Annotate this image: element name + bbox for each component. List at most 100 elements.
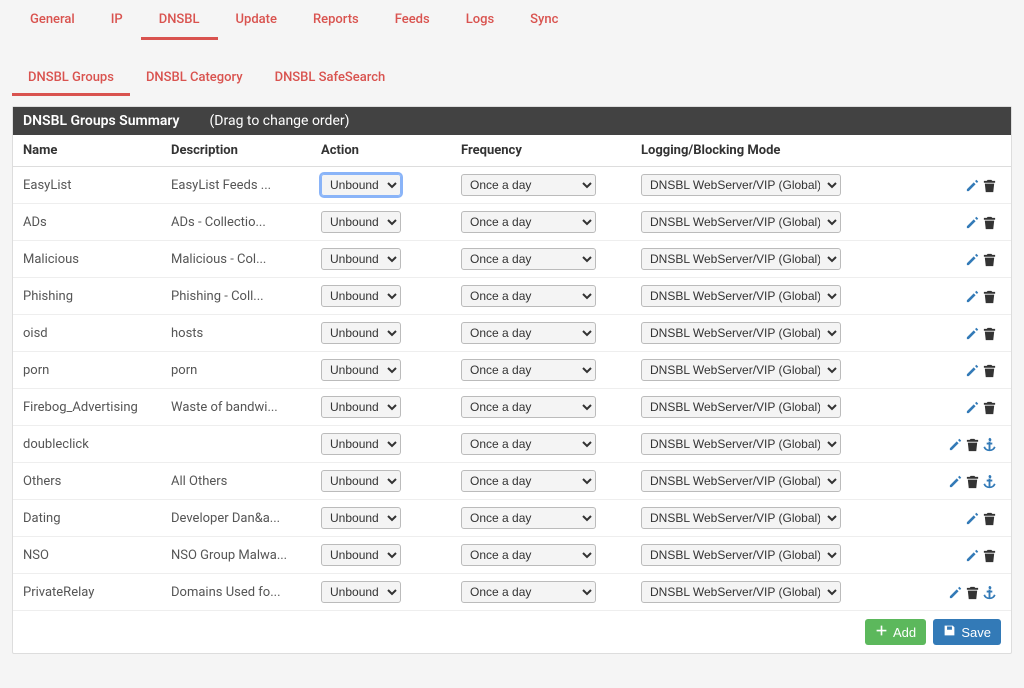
action-select[interactable]: Unbound [321, 507, 401, 529]
anchor-icon[interactable] [980, 436, 997, 451]
frequency-select[interactable]: Once a day [461, 470, 596, 492]
edit-icon[interactable] [946, 584, 963, 599]
mode-select[interactable]: DNSBL WebServer/VIP (Global) [641, 359, 841, 381]
col-description: Description [163, 135, 313, 167]
frequency-select[interactable]: Once a day [461, 581, 596, 603]
mode-select[interactable]: DNSBL WebServer/VIP (Global) [641, 285, 841, 307]
edit-icon[interactable] [963, 177, 980, 192]
table-row[interactable]: doubleclickUnboundOnce a dayDNSBL WebSer… [13, 426, 1011, 463]
panel-hint: (Drag to change order) [210, 113, 350, 129]
table-row[interactable]: OthersAll OthersUnboundOnce a dayDNSBL W… [13, 463, 1011, 500]
delete-icon[interactable] [980, 399, 997, 414]
delete-icon[interactable] [963, 584, 980, 599]
delete-icon[interactable] [963, 436, 980, 451]
sub-tab-dnsbl-category[interactable]: DNSBL Category [130, 60, 259, 96]
edit-icon[interactable] [963, 251, 980, 266]
mode-select[interactable]: DNSBL WebServer/VIP (Global) [641, 544, 841, 566]
row-description: hosts [163, 315, 313, 352]
action-select[interactable]: Unbound [321, 470, 401, 492]
table-row[interactable]: Firebog_AdvertisingWaste of bandwi...Unb… [13, 389, 1011, 426]
main-tab-dnsbl[interactable]: DNSBL [141, 0, 218, 40]
edit-icon[interactable] [963, 399, 980, 414]
table-row[interactable]: PhishingPhishing - Coll...UnboundOnce a … [13, 278, 1011, 315]
row-actions [921, 500, 1011, 537]
add-button[interactable]: Add [865, 619, 926, 645]
table-row[interactable]: pornpornUnboundOnce a dayDNSBL WebServer… [13, 352, 1011, 389]
table-row[interactable]: EasyListEasyList Feeds ...UnboundOnce a … [13, 167, 1011, 204]
edit-icon[interactable] [963, 288, 980, 303]
save-button[interactable]: Save [933, 619, 1001, 645]
edit-icon[interactable] [946, 473, 963, 488]
mode-select[interactable]: DNSBL WebServer/VIP (Global) [641, 174, 841, 196]
table-row[interactable]: ADsADs - Collectio...UnboundOnce a dayDN… [13, 204, 1011, 241]
panel-header: DNSBL Groups Summary (Drag to change ord… [13, 107, 1011, 135]
delete-icon[interactable] [980, 214, 997, 229]
delete-icon[interactable] [980, 177, 997, 192]
action-select[interactable]: Unbound [321, 359, 401, 381]
delete-icon[interactable] [980, 362, 997, 377]
table-row[interactable]: MaliciousMalicious - Col...UnboundOnce a… [13, 241, 1011, 278]
delete-icon[interactable] [980, 547, 997, 562]
edit-icon[interactable] [963, 510, 980, 525]
anchor-icon[interactable] [980, 473, 997, 488]
action-select[interactable]: Unbound [321, 396, 401, 418]
mode-select[interactable]: DNSBL WebServer/VIP (Global) [641, 470, 841, 492]
mode-select[interactable]: DNSBL WebServer/VIP (Global) [641, 396, 841, 418]
frequency-select[interactable]: Once a day [461, 396, 596, 418]
main-tab-general[interactable]: General [12, 0, 93, 40]
frequency-select[interactable]: Once a day [461, 211, 596, 233]
action-select[interactable]: Unbound [321, 581, 401, 603]
action-select[interactable]: Unbound [321, 248, 401, 270]
edit-icon[interactable] [963, 362, 980, 377]
action-select[interactable]: Unbound [321, 174, 401, 196]
main-tab-reports[interactable]: Reports [295, 0, 377, 40]
row-actions [921, 352, 1011, 389]
mode-select[interactable]: DNSBL WebServer/VIP (Global) [641, 322, 841, 344]
mode-select[interactable]: DNSBL WebServer/VIP (Global) [641, 211, 841, 233]
frequency-select[interactable]: Once a day [461, 285, 596, 307]
table-row[interactable]: PrivateRelayDomains Used fo...UnboundOnc… [13, 574, 1011, 611]
sub-tab-dnsbl-safesearch[interactable]: DNSBL SafeSearch [259, 60, 402, 96]
frequency-select[interactable]: Once a day [461, 248, 596, 270]
anchor-icon[interactable] [980, 584, 997, 599]
delete-icon[interactable] [980, 288, 997, 303]
mode-select[interactable]: DNSBL WebServer/VIP (Global) [641, 581, 841, 603]
main-tab-update[interactable]: Update [218, 0, 295, 40]
main-tab-feeds[interactable]: Feeds [377, 0, 448, 40]
delete-icon[interactable] [980, 510, 997, 525]
table-row[interactable]: DatingDeveloper Dan&a...UnboundOnce a da… [13, 500, 1011, 537]
action-select[interactable]: Unbound [321, 544, 401, 566]
edit-icon[interactable] [946, 436, 963, 451]
row-actions [921, 537, 1011, 574]
col-name: Name [13, 135, 163, 167]
main-tab-logs[interactable]: Logs [448, 0, 512, 40]
delete-icon[interactable] [963, 473, 980, 488]
mode-select[interactable]: DNSBL WebServer/VIP (Global) [641, 507, 841, 529]
table-row[interactable]: oisdhosts Unbound Once a day DNSBL WebServe… [13, 315, 1011, 352]
frequency-select[interactable]: Once a day [461, 507, 596, 529]
mode-select[interactable]: DNSBL WebServer/VIP (Global) [641, 248, 841, 270]
action-select[interactable]: Unbound [321, 211, 401, 233]
edit-icon[interactable] [963, 214, 980, 229]
sub-tab-dnsbl-groups[interactable]: DNSBL Groups [12, 60, 130, 96]
main-tab-sync[interactable]: Sync [512, 0, 576, 40]
edit-icon[interactable] [963, 325, 980, 340]
delete-icon[interactable] [980, 325, 997, 340]
frequency-select[interactable]: Once a day [461, 174, 596, 196]
delete-icon[interactable] [980, 251, 997, 266]
col-actions [921, 135, 1011, 167]
frequency-select[interactable]: Once a day [461, 544, 596, 566]
frequency-select[interactable]: Once a day [461, 433, 596, 455]
table-row[interactable]: NSONSO Group Malwa...UnboundOnce a dayDN… [13, 537, 1011, 574]
action-select[interactable]: Unbound [321, 285, 401, 307]
action-select[interactable]: Unbound [321, 322, 401, 344]
main-tab-ip[interactable]: IP [93, 0, 141, 40]
mode-select[interactable]: DNSBL WebServer/VIP (Global) [641, 433, 841, 455]
frequency-select[interactable]: Once a day [461, 359, 596, 381]
frequency-select[interactable]: Once a day [461, 322, 596, 344]
row-name: oisd [13, 315, 163, 352]
action-select[interactable]: Unbound [321, 433, 401, 455]
row-description: Phishing - Coll... [163, 278, 313, 315]
row-name: PrivateRelay [13, 574, 163, 611]
edit-icon[interactable] [963, 547, 980, 562]
